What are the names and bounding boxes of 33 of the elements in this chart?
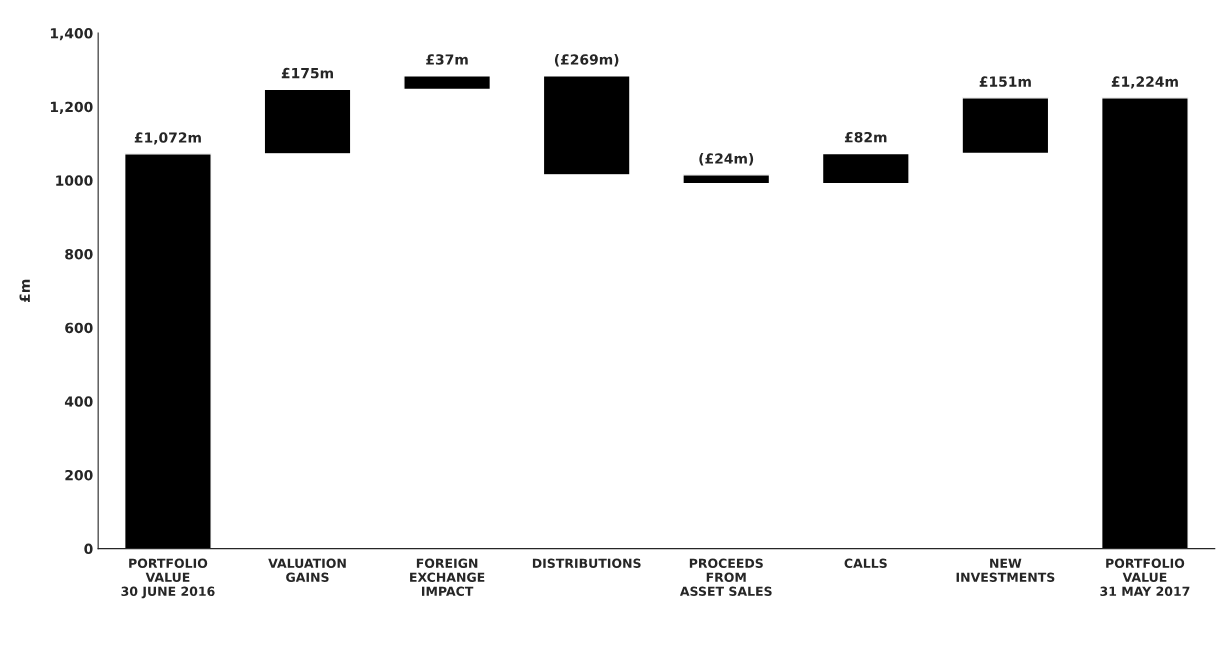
x-tick-label: NEW INVESTMENTS: [956, 558, 1055, 583]
data-label: (£269m): [554, 54, 619, 67]
bar: [682, 174, 771, 185]
bar: [123, 153, 212, 549]
data-label: £82m: [844, 131, 887, 143]
y-tick-label: 600: [65, 322, 93, 334]
x-tick-label: VALUATION GAINS: [268, 558, 346, 583]
y-axis-title: £m: [19, 279, 30, 303]
bar: [821, 152, 910, 185]
bar: [263, 88, 352, 155]
y-tick-label: 1,400: [50, 28, 93, 41]
x-tick-label: CALLS: [844, 558, 887, 569]
x-tick-label: PROCEEDS FROM ASSET SALES: [679, 558, 772, 597]
bar: [542, 75, 631, 176]
y-tick-label: 200: [65, 469, 93, 481]
x-tick-label: DISTRIBUTIONS: [532, 558, 641, 569]
data-label: £1,224m: [1111, 76, 1178, 89]
bar: [1100, 97, 1189, 549]
data-label: £175m: [281, 67, 333, 79]
bar: [403, 75, 492, 91]
data-label: £37m: [426, 54, 468, 65]
x-tick-label: FOREIGN EXCHANGE IMPACT: [410, 558, 485, 597]
data-label: £1,072m: [134, 132, 201, 145]
y-tick-label: 800: [65, 248, 93, 260]
y-tick-label: 400: [64, 396, 93, 407]
data-label: £151m: [979, 76, 1031, 87]
x-tick-label: PORTFOLIO VALUE 31 MAY 2017: [1100, 558, 1190, 597]
x-tick-label: PORTFOLIO VALUE 30 JUNE 2016: [121, 558, 215, 599]
data-label: (£24m): [699, 153, 754, 166]
y-tick-label: 1,200: [50, 101, 93, 114]
y-tick-label: 1000: [56, 175, 93, 186]
bar: [961, 97, 1050, 155]
y-tick-label: 0: [84, 543, 93, 555]
